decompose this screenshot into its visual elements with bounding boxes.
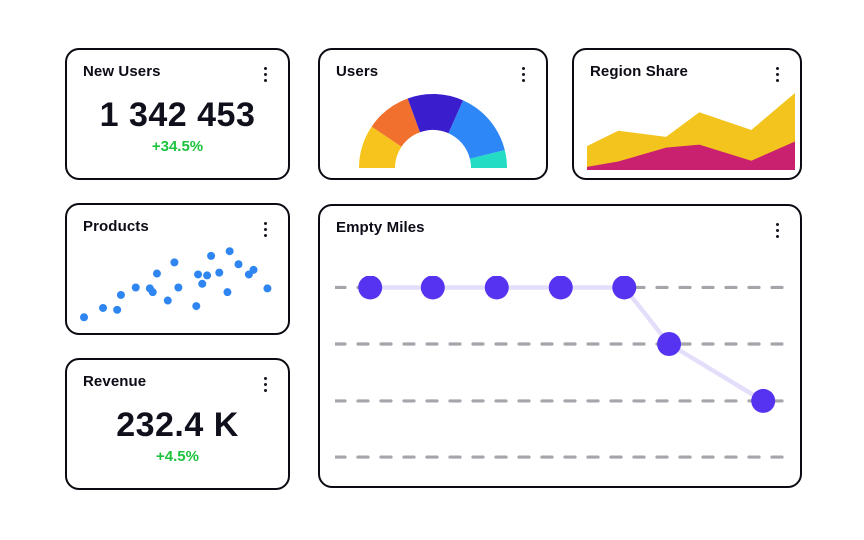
card-empty-miles: Empty Miles: [318, 204, 802, 488]
region-share-area-chart: [587, 93, 795, 170]
data-point: [194, 270, 203, 279]
kebab-menu-icon[interactable]: [259, 219, 272, 240]
area-series-region-b: [587, 141, 795, 170]
empty-miles-line-chart: [335, 276, 792, 459]
card-header: Region Share: [574, 50, 800, 85]
card-header: Empty Miles: [320, 206, 800, 241]
data-point: [99, 303, 108, 312]
data-point: [420, 276, 445, 300]
card-header: Products: [67, 205, 288, 240]
card-new-users: New Users 1 342 453 +34.5%: [65, 48, 290, 180]
data-point: [657, 331, 682, 356]
card-title-revenue: Revenue: [83, 373, 147, 390]
data-point: [751, 388, 776, 413]
kebab-menu-icon[interactable]: [259, 64, 272, 85]
data-point: [215, 268, 224, 277]
kebab-menu-icon[interactable]: [517, 64, 530, 85]
kebab-menu-icon[interactable]: [771, 64, 784, 85]
new-users-delta: +34.5%: [151, 138, 204, 156]
card-header: Revenue: [67, 360, 288, 395]
data-point: [80, 313, 89, 322]
card-title-products: Products: [83, 218, 149, 235]
data-point: [207, 251, 216, 260]
data-point: [148, 288, 157, 297]
data-point: [358, 276, 383, 300]
card-title-new-users: New Users: [83, 63, 161, 80]
data-point: [612, 276, 637, 300]
data-point: [548, 276, 573, 300]
data-point: [163, 296, 172, 305]
card-header: New Users: [67, 50, 288, 85]
new-users-value: 1 342 453: [99, 96, 256, 135]
data-point: [263, 284, 272, 293]
card-revenue: Revenue 232.4 K +4.5%: [65, 358, 290, 490]
gauge-segment-indigo: [407, 94, 464, 134]
gauge-segment-orange: [371, 98, 420, 147]
data-point: [234, 260, 243, 269]
data-point: [203, 271, 212, 280]
card-header: Users: [320, 50, 546, 85]
data-point: [170, 258, 179, 267]
kebab-menu-icon[interactable]: [259, 374, 272, 395]
card-title-users: Users: [336, 63, 379, 80]
card-products: Products: [65, 203, 290, 335]
card-users: Users: [318, 48, 548, 180]
data-point: [484, 276, 509, 300]
data-point: [131, 283, 140, 292]
users-gauge-chart: [359, 94, 507, 168]
data-point: [249, 265, 258, 274]
gauge-segment-yellow: [359, 126, 402, 168]
card-region-share: Region Share: [572, 48, 802, 180]
gauge-segment-blue: [448, 100, 505, 159]
gauge-segment-teal: [469, 150, 507, 168]
data-point: [198, 279, 207, 288]
card-title-region-share: Region Share: [590, 63, 688, 80]
data-point: [192, 302, 201, 311]
products-scatter-chart: [80, 247, 272, 322]
card-title-empty-miles: Empty Miles: [336, 219, 425, 236]
data-point: [223, 288, 232, 297]
data-point: [113, 305, 122, 314]
revenue-delta: +4.5%: [156, 448, 199, 466]
area-series-region-a: [587, 93, 795, 170]
data-point: [225, 247, 234, 256]
data-point: [116, 290, 125, 299]
kebab-menu-icon[interactable]: [771, 220, 784, 241]
data-point: [152, 269, 161, 278]
data-point: [174, 283, 183, 292]
revenue-value: 232.4 K: [116, 406, 239, 445]
